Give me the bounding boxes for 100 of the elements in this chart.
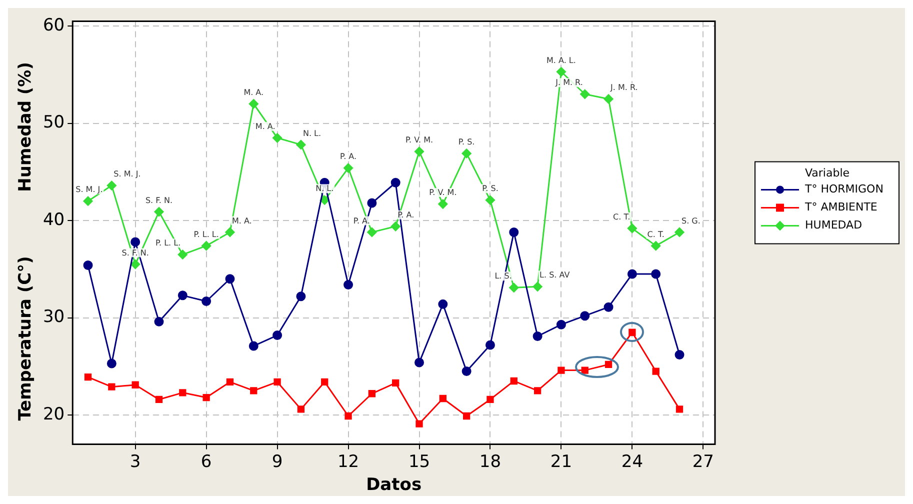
annotation: M. A. [244, 88, 264, 97]
point [272, 330, 282, 340]
annotation: P. S. [458, 138, 475, 147]
y-tick-label: 40 [42, 210, 65, 230]
point [580, 311, 590, 321]
point [130, 237, 140, 247]
point [604, 360, 612, 368]
point [132, 381, 139, 388]
point [274, 378, 281, 386]
point [248, 341, 258, 351]
x-tick-label: 3 [130, 452, 141, 472]
annotation: S. M. J. [114, 170, 141, 179]
point [604, 302, 614, 312]
annotation: M. A. [255, 122, 276, 131]
point [106, 358, 116, 368]
point [248, 99, 258, 109]
point [462, 412, 470, 420]
point [178, 290, 188, 300]
point [532, 332, 542, 342]
point [485, 340, 495, 350]
annotation: C. T. [613, 212, 630, 222]
annotation: P. A. [398, 210, 414, 220]
point [320, 195, 330, 205]
point [367, 198, 377, 208]
point [510, 377, 518, 385]
annotation: P. V. M. [405, 136, 434, 145]
x-tick-label: 6 [200, 452, 212, 472]
point [485, 195, 495, 205]
point [414, 358, 424, 368]
annotation: P. L. L. [155, 238, 181, 248]
point [627, 224, 637, 234]
text: Humedad (%) [15, 62, 36, 192]
point [438, 299, 448, 309]
point [83, 196, 93, 206]
legend-label: HUMEDAD [805, 218, 862, 232]
point [486, 396, 494, 404]
point [627, 269, 637, 279]
point [344, 412, 352, 420]
point [297, 406, 305, 413]
point [416, 420, 423, 428]
y-tick-label: 60 [42, 15, 65, 36]
annotation: P. V. M. [429, 188, 457, 198]
point [556, 320, 566, 330]
point [556, 67, 566, 77]
point [651, 241, 661, 251]
x-tick-label: 21 [550, 452, 572, 472]
point [462, 366, 472, 376]
x-tick-label: 18 [479, 452, 502, 472]
point [580, 89, 590, 99]
point [439, 394, 446, 402]
point [604, 94, 614, 104]
annotation: P. A. [353, 216, 370, 226]
x-tick-label: 15 [408, 452, 430, 472]
annotation: S. F. N. [145, 196, 173, 205]
point [558, 366, 565, 374]
point [509, 282, 519, 292]
point [462, 148, 472, 158]
point [674, 227, 684, 237]
point [321, 378, 328, 386]
annotation: M. A. [232, 216, 252, 226]
point [368, 390, 376, 398]
point [226, 378, 234, 386]
y-tick-label: 50 [42, 112, 65, 133]
annotation: N. L. [302, 128, 322, 138]
annotation: M. A. L. [546, 56, 576, 65]
point [202, 394, 210, 402]
annotation: P. A. [340, 152, 357, 162]
point [202, 296, 212, 306]
point [202, 241, 212, 251]
point [178, 250, 188, 260]
annotation: S. G. [682, 216, 700, 226]
point [438, 199, 448, 209]
point [509, 227, 519, 237]
point [225, 227, 235, 237]
point [390, 178, 400, 188]
x-tick-label: 12 [337, 452, 360, 472]
point [106, 180, 116, 190]
annotation: S. M. J. [76, 185, 103, 194]
point [84, 374, 92, 381]
point [130, 260, 140, 270]
point [534, 387, 542, 394]
point [367, 227, 377, 237]
point [154, 316, 164, 326]
point [674, 350, 684, 360]
annotation: C. T. [647, 230, 664, 239]
point [414, 146, 424, 156]
annotation: P. S. [482, 184, 498, 194]
point [651, 269, 661, 279]
text: Temperatura (C°) [15, 256, 36, 421]
point [296, 292, 306, 302]
point [296, 140, 306, 150]
point [581, 366, 588, 374]
point [155, 396, 163, 404]
point [108, 383, 116, 390]
annotation: S. F. N. [122, 248, 149, 258]
x-tick-label: 27 [692, 452, 714, 472]
point [179, 389, 186, 396]
point [154, 207, 164, 217]
annotation: J. M. R. [610, 83, 638, 92]
x-axis-title: Datos [366, 475, 422, 496]
